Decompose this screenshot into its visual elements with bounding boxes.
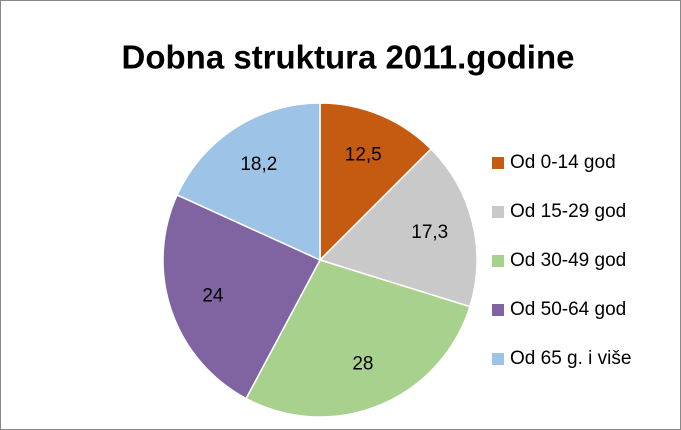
data-label: 12,5: [345, 145, 382, 166]
legend-swatch: [492, 304, 504, 316]
data-label: 28: [352, 354, 373, 375]
legend-label: Od 0-14 god: [510, 152, 616, 173]
legend-label: Od 50-64 god: [510, 299, 626, 320]
legend-swatch: [492, 255, 504, 267]
legend-label: Od 15-29 god: [510, 201, 626, 222]
legend-swatch: [492, 353, 504, 365]
pie-slice: [319, 102, 433, 262]
legend-swatch: [492, 206, 504, 218]
data-label: 18,2: [240, 154, 277, 175]
data-label: 24: [202, 285, 224, 306]
legend-label: Od 65 g. i više: [510, 348, 631, 369]
pie-slice: [162, 193, 322, 400]
data-label: 17,3: [411, 222, 448, 243]
pie-slice: [318, 147, 478, 308]
legend-swatch: [492, 157, 504, 169]
legend-label: Od 30-49 god: [510, 250, 626, 271]
pie-slice: [245, 259, 471, 418]
chart-title: Dobna struktura 2011.godine: [122, 39, 575, 76]
pie-slice: [176, 102, 321, 262]
